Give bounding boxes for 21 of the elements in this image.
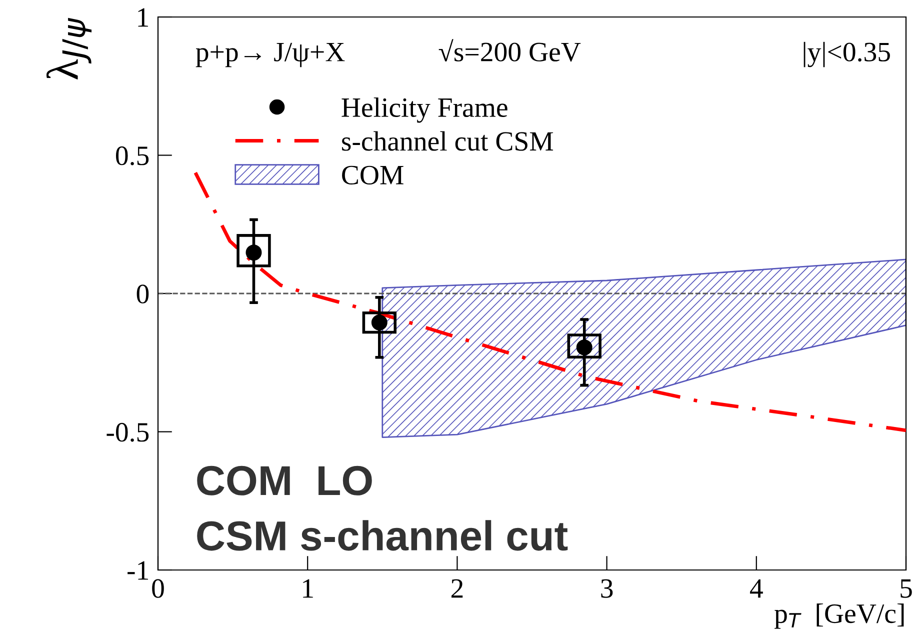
x-tick-label: 5 [900,579,912,598]
x-tick-label: 2 [451,579,463,598]
x-axis-title: p$_{T}$ [GeV/c] [774,604,904,629]
x-tick-label: 0 [152,579,164,598]
legend-label: COM [342,166,404,184]
y-tick-label: -1 [128,561,148,580]
x-tick-label: 1 [303,579,313,598]
y-tick-label: 0 [136,284,149,304]
x-tick-label: 3 [601,579,613,598]
annotation: CSM s-channel cut [197,520,568,551]
legend-label: s-channel cut CSM [342,131,554,151]
annotation: √s=200 GeV [438,39,581,62]
annotation: |y|<0.35 [804,42,890,68]
x-tick-label: 4 [750,579,763,598]
annotation: COM LO [197,466,372,496]
y-axis-title: λ$_{J/ψ}$ [46,18,92,80]
y-tick-label: -0.5 [106,422,149,442]
legend-label: Helicity Frame [342,97,508,123]
annotation: p+p→ J/ψ+X [196,42,345,68]
y-tick-label: 1 [138,8,148,27]
y-tick-label: 0.5 [116,146,149,166]
